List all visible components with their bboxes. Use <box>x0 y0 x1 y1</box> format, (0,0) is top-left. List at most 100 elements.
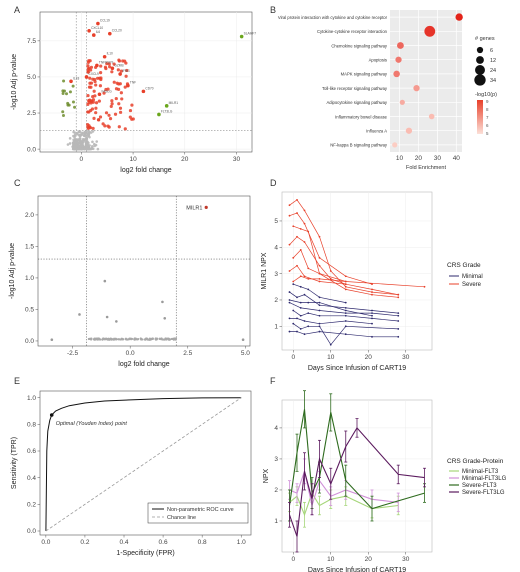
series-point <box>296 317 298 320</box>
sig-point <box>107 62 111 66</box>
series-point <box>299 249 302 251</box>
nonsig-point <box>158 337 161 340</box>
nonsig-point <box>85 129 89 133</box>
sig-point <box>124 74 128 78</box>
point-label: IFNG <box>122 69 130 73</box>
series-point <box>303 293 306 296</box>
legend-label: Severe-FLT3 <box>462 483 497 489</box>
nonsig-point <box>83 131 87 135</box>
series-point <box>299 328 302 330</box>
sig-point <box>123 127 127 131</box>
x-tick-label: 10 <box>129 156 137 163</box>
sig-point <box>108 117 113 121</box>
sig-point-down <box>68 90 72 94</box>
nonsig-point <box>96 147 100 151</box>
size-legend-label: 12 <box>490 58 496 64</box>
sig-point <box>125 68 129 73</box>
labelled-point <box>84 75 89 79</box>
series-point <box>344 301 347 304</box>
x-tick-label: 0.0 <box>126 350 135 357</box>
x-tick-label: 40 <box>453 155 461 162</box>
panel-d-milr1-lines: D 0 10 20 30 1 2 3 4 5 Days Since Infusion of CART… <box>261 178 483 372</box>
x-tick-label: 1.0 <box>237 539 246 546</box>
nonsig-point <box>68 142 72 145</box>
sig-point <box>110 99 114 103</box>
series-point <box>303 275 306 278</box>
labelled-point <box>69 79 73 84</box>
x-tick-label: 2.5 <box>183 350 192 357</box>
series-point <box>288 317 291 320</box>
point <box>78 313 81 316</box>
series-line <box>289 318 373 325</box>
optimal-point <box>49 413 54 417</box>
labelled-point <box>102 54 107 59</box>
nonsig-point <box>127 338 130 341</box>
sig-point <box>130 117 134 121</box>
sig-point <box>120 97 124 101</box>
series-point <box>292 322 295 325</box>
x-tick-label: 0.0 <box>41 539 50 546</box>
labelled-point <box>118 72 122 76</box>
y-tick-label: 4 <box>274 425 278 432</box>
y-tick-label: 5 <box>274 218 278 225</box>
legend-box <box>147 502 249 524</box>
sig-point <box>87 110 91 114</box>
sig-point <box>97 99 101 103</box>
nonsig-point <box>87 337 90 341</box>
sig-point-down <box>71 84 75 88</box>
nonsig-point <box>78 137 82 141</box>
series-point <box>307 301 310 304</box>
series-point <box>303 333 306 336</box>
y-tick-label: 0.0 <box>27 528 36 535</box>
legend-label: Minimal-FLT3 <box>462 469 499 475</box>
series-point <box>296 235 298 238</box>
point <box>105 315 109 319</box>
point-label: FASLG <box>101 89 112 93</box>
point-label: TNFRSF9 <box>99 60 114 64</box>
nonsig-point <box>75 143 78 147</box>
series-point <box>307 312 310 315</box>
panel-letter-c: C <box>14 178 21 188</box>
series-point <box>318 235 321 238</box>
plot-frame <box>39 390 252 536</box>
series-point <box>318 280 321 283</box>
color-legend-label: 7 <box>486 115 489 120</box>
nonsig-point <box>92 338 95 341</box>
legend-label: Non-parametric ROC curve <box>167 507 234 513</box>
nonsig-point <box>83 138 87 142</box>
y-tick-label: 1.5 <box>25 244 34 251</box>
sig-point <box>110 102 114 106</box>
sig-point <box>119 91 123 95</box>
size-legend-title: # genes <box>475 36 495 42</box>
series-point <box>307 278 310 280</box>
y-tick-label: 0.0 <box>27 146 36 153</box>
sig-point-down <box>73 105 77 109</box>
panel-letter-d: D <box>270 178 277 188</box>
y-tick-label: 2 <box>274 297 278 304</box>
nonsig-point <box>91 140 94 144</box>
size-legend-label: 34 <box>490 78 496 84</box>
labelled-point <box>110 66 115 71</box>
series-point <box>371 317 373 320</box>
sig-point <box>124 61 128 65</box>
sig-point <box>118 110 123 114</box>
series-point <box>292 225 295 228</box>
series-point <box>318 278 321 280</box>
series-point <box>299 306 302 309</box>
legend-label: Minimal-FLT3LG <box>462 476 507 482</box>
nonsig-point <box>76 147 79 151</box>
nonsig-point <box>85 147 88 150</box>
sig-point <box>104 66 108 71</box>
sig-point-down <box>62 79 66 83</box>
series-point <box>344 288 347 291</box>
plot-frame <box>37 195 251 347</box>
series-point <box>288 204 291 207</box>
y-tick-label: 1 <box>274 324 278 331</box>
series-point <box>288 291 291 293</box>
point <box>241 338 245 341</box>
nonsig-point <box>97 337 101 340</box>
nonsig-point <box>72 134 75 138</box>
labelled-point <box>108 31 112 36</box>
nonsig-point <box>83 134 87 137</box>
category-label: Toll-like receptor signaling pathway <box>322 86 388 91</box>
